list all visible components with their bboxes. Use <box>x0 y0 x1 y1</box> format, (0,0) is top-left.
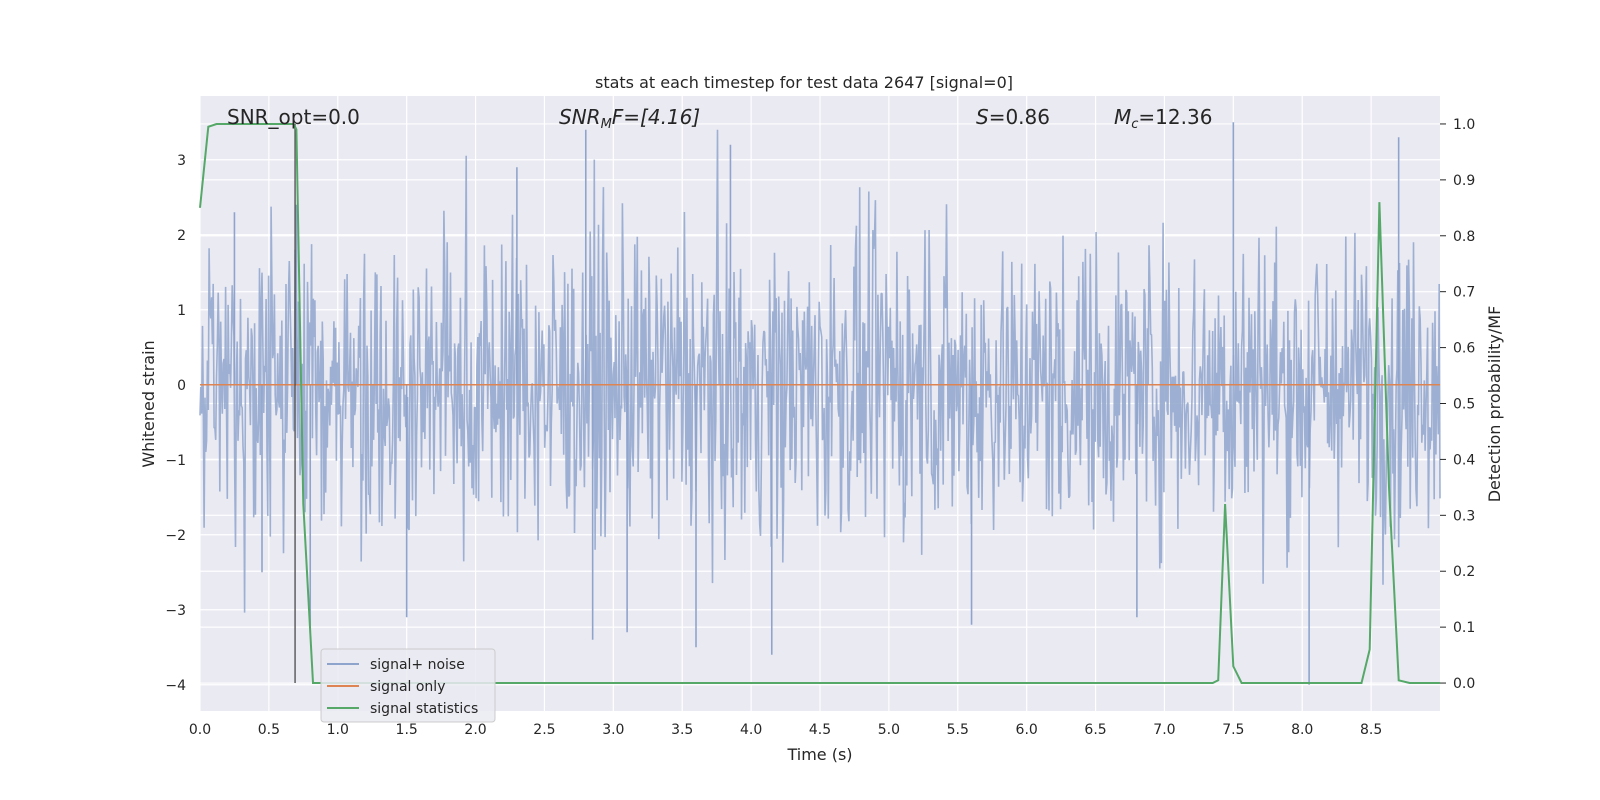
x-axis-label: Time (s) <box>786 745 852 764</box>
annotation-snr-mf-f: F=[4.16] <box>612 105 700 129</box>
x-tick-label: 6.0 <box>1016 722 1038 738</box>
legend-label-signal-statistics: signal statistics <box>370 701 478 717</box>
y-right-tick-label: 0.0 <box>1453 676 1475 692</box>
annotation-snr-opt: SNR_opt=0.0 <box>227 105 360 129</box>
y-axis-label: Whitened strain <box>139 340 158 467</box>
x-tick-label: 5.0 <box>878 722 900 738</box>
y-right-tick-label: 0.5 <box>1453 397 1475 413</box>
annotation-s: S=0.86 <box>976 105 1050 129</box>
legend-label-signal-only: signal only <box>370 679 445 695</box>
y-right-tick-label: 0.9 <box>1453 173 1475 189</box>
y-right-tick-label: 0.4 <box>1453 452 1475 468</box>
x-tick-label: 6.5 <box>1084 722 1106 738</box>
x-tick-label: 4.5 <box>809 722 831 738</box>
annotation-mc: Mc=12.36 <box>1114 105 1212 132</box>
chart-title: stats at each timestep for test data 264… <box>595 73 1013 92</box>
x-tick-label: 8.0 <box>1291 722 1313 738</box>
y-tick-label: −3 <box>165 603 186 619</box>
x-tick-label: 7.5 <box>1222 722 1244 738</box>
x-tick-label: 0.5 <box>258 722 280 738</box>
y-tick-label: −4 <box>165 678 186 694</box>
y-tick-label: 0 <box>177 378 186 394</box>
y-axis-right-ticks: 1.0 0.9 0.8 0.7 0.6 0.5 0.4 0.3 0.2 0.1 0.0 <box>1440 117 1475 692</box>
x-axis-ticks: 0.0 0.5 1.0 1.5 2.0 2.5 3.0 3.5 4.0 4.5 5.0 5.5 6.0 6… <box>189 722 1382 738</box>
y-right-tick-label: 0.7 <box>1453 285 1475 301</box>
legend-box <box>320 648 496 723</box>
y-tick-label: −2 <box>165 528 186 544</box>
annotation-snr-mf: SNRMF=[4.16] <box>559 105 700 132</box>
y-axis-right-label: Detection probability/MF <box>1485 306 1504 503</box>
x-tick-label: 1.5 <box>396 722 418 738</box>
x-tick-label: 7.0 <box>1153 722 1175 738</box>
x-tick-label: 4.0 <box>740 722 762 738</box>
y-right-tick-label: 0.8 <box>1453 229 1475 245</box>
y-tick-label: 2 <box>177 228 186 244</box>
y-right-tick-label: 0.1 <box>1453 620 1475 636</box>
x-tick-label: 3.0 <box>602 722 624 738</box>
y-right-tick-label: 0.6 <box>1453 341 1475 357</box>
x-tick-label: 8.5 <box>1360 722 1382 738</box>
series-signal-noise <box>199 122 1441 685</box>
signal-statistics-line <box>199 123 1440 684</box>
x-tick-label: 5.5 <box>947 722 969 738</box>
y-tick-label: 1 <box>177 303 186 319</box>
y-axis-left-ticks: 3 2 1 0 −1 −2 −3 −4 <box>165 153 186 694</box>
y-right-tick-label: 0.3 <box>1453 508 1475 524</box>
series-signal-statistics <box>199 123 1440 684</box>
y-tick-label: −1 <box>165 453 186 469</box>
x-tick-label: 2.5 <box>533 722 555 738</box>
x-tick-label: 3.5 <box>671 722 693 738</box>
legend-label-signal-noise: signal+ noise <box>370 657 465 673</box>
x-tick-label: 1.0 <box>327 722 349 738</box>
y-tick-label: 3 <box>177 153 186 169</box>
y-right-tick-label: 0.2 <box>1453 564 1475 580</box>
x-tick-label: 2.0 <box>464 722 486 738</box>
y-right-tick-label: 1.0 <box>1453 117 1475 133</box>
legend: signal+ noise signal only signal statist… <box>320 648 496 723</box>
x-tick-label: 0.0 <box>189 722 211 738</box>
